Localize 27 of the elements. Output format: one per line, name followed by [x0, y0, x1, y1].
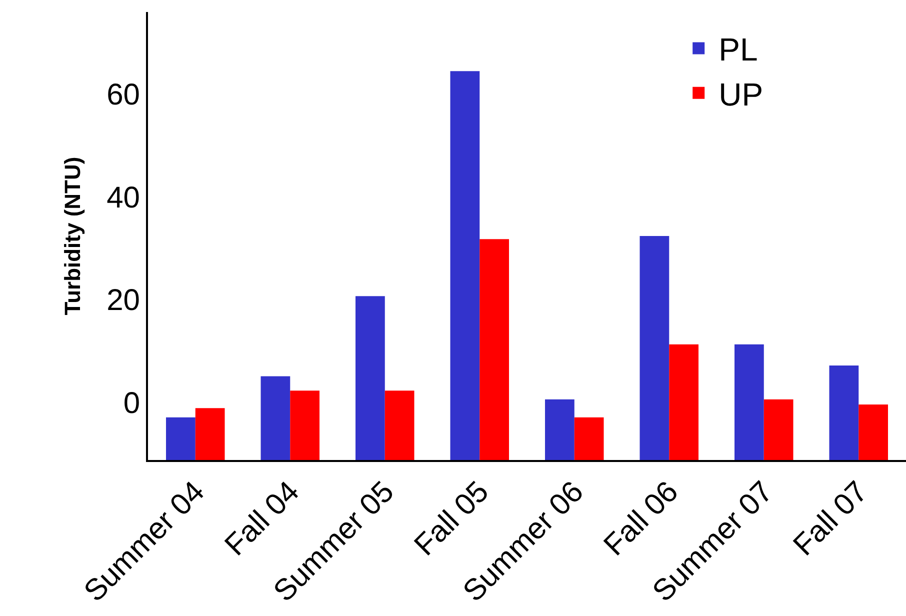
y-axis-title: Turbidity (NTU): [60, 156, 85, 316]
x-tick-label: Fall 05: [408, 475, 496, 562]
bar: [858, 404, 888, 460]
legend-label: UP: [718, 76, 764, 112]
x-tick-label: Fall 07: [787, 475, 874, 562]
y-tick-label: 40: [106, 181, 140, 214]
y-tick-label: 20: [106, 284, 140, 318]
bar: [480, 239, 509, 460]
bar: [166, 417, 196, 460]
bar: [290, 390, 320, 460]
bar: [260, 376, 290, 460]
bar: [764, 399, 794, 460]
bar: [669, 344, 698, 460]
bar: [450, 71, 480, 460]
bar: [545, 399, 574, 460]
bar: [384, 390, 414, 460]
bar: [640, 236, 670, 460]
y-tick-label: 0: [123, 386, 140, 420]
bar: [734, 344, 764, 460]
legend-label: PL: [718, 32, 758, 68]
y-tick-label: 60: [106, 78, 140, 112]
bar: [829, 365, 859, 460]
x-tick-label: Fall 04: [218, 475, 306, 562]
bar: [574, 417, 604, 460]
bar: [195, 408, 225, 460]
x-tick-label: Fall 06: [598, 475, 685, 562]
bar: [356, 296, 385, 460]
